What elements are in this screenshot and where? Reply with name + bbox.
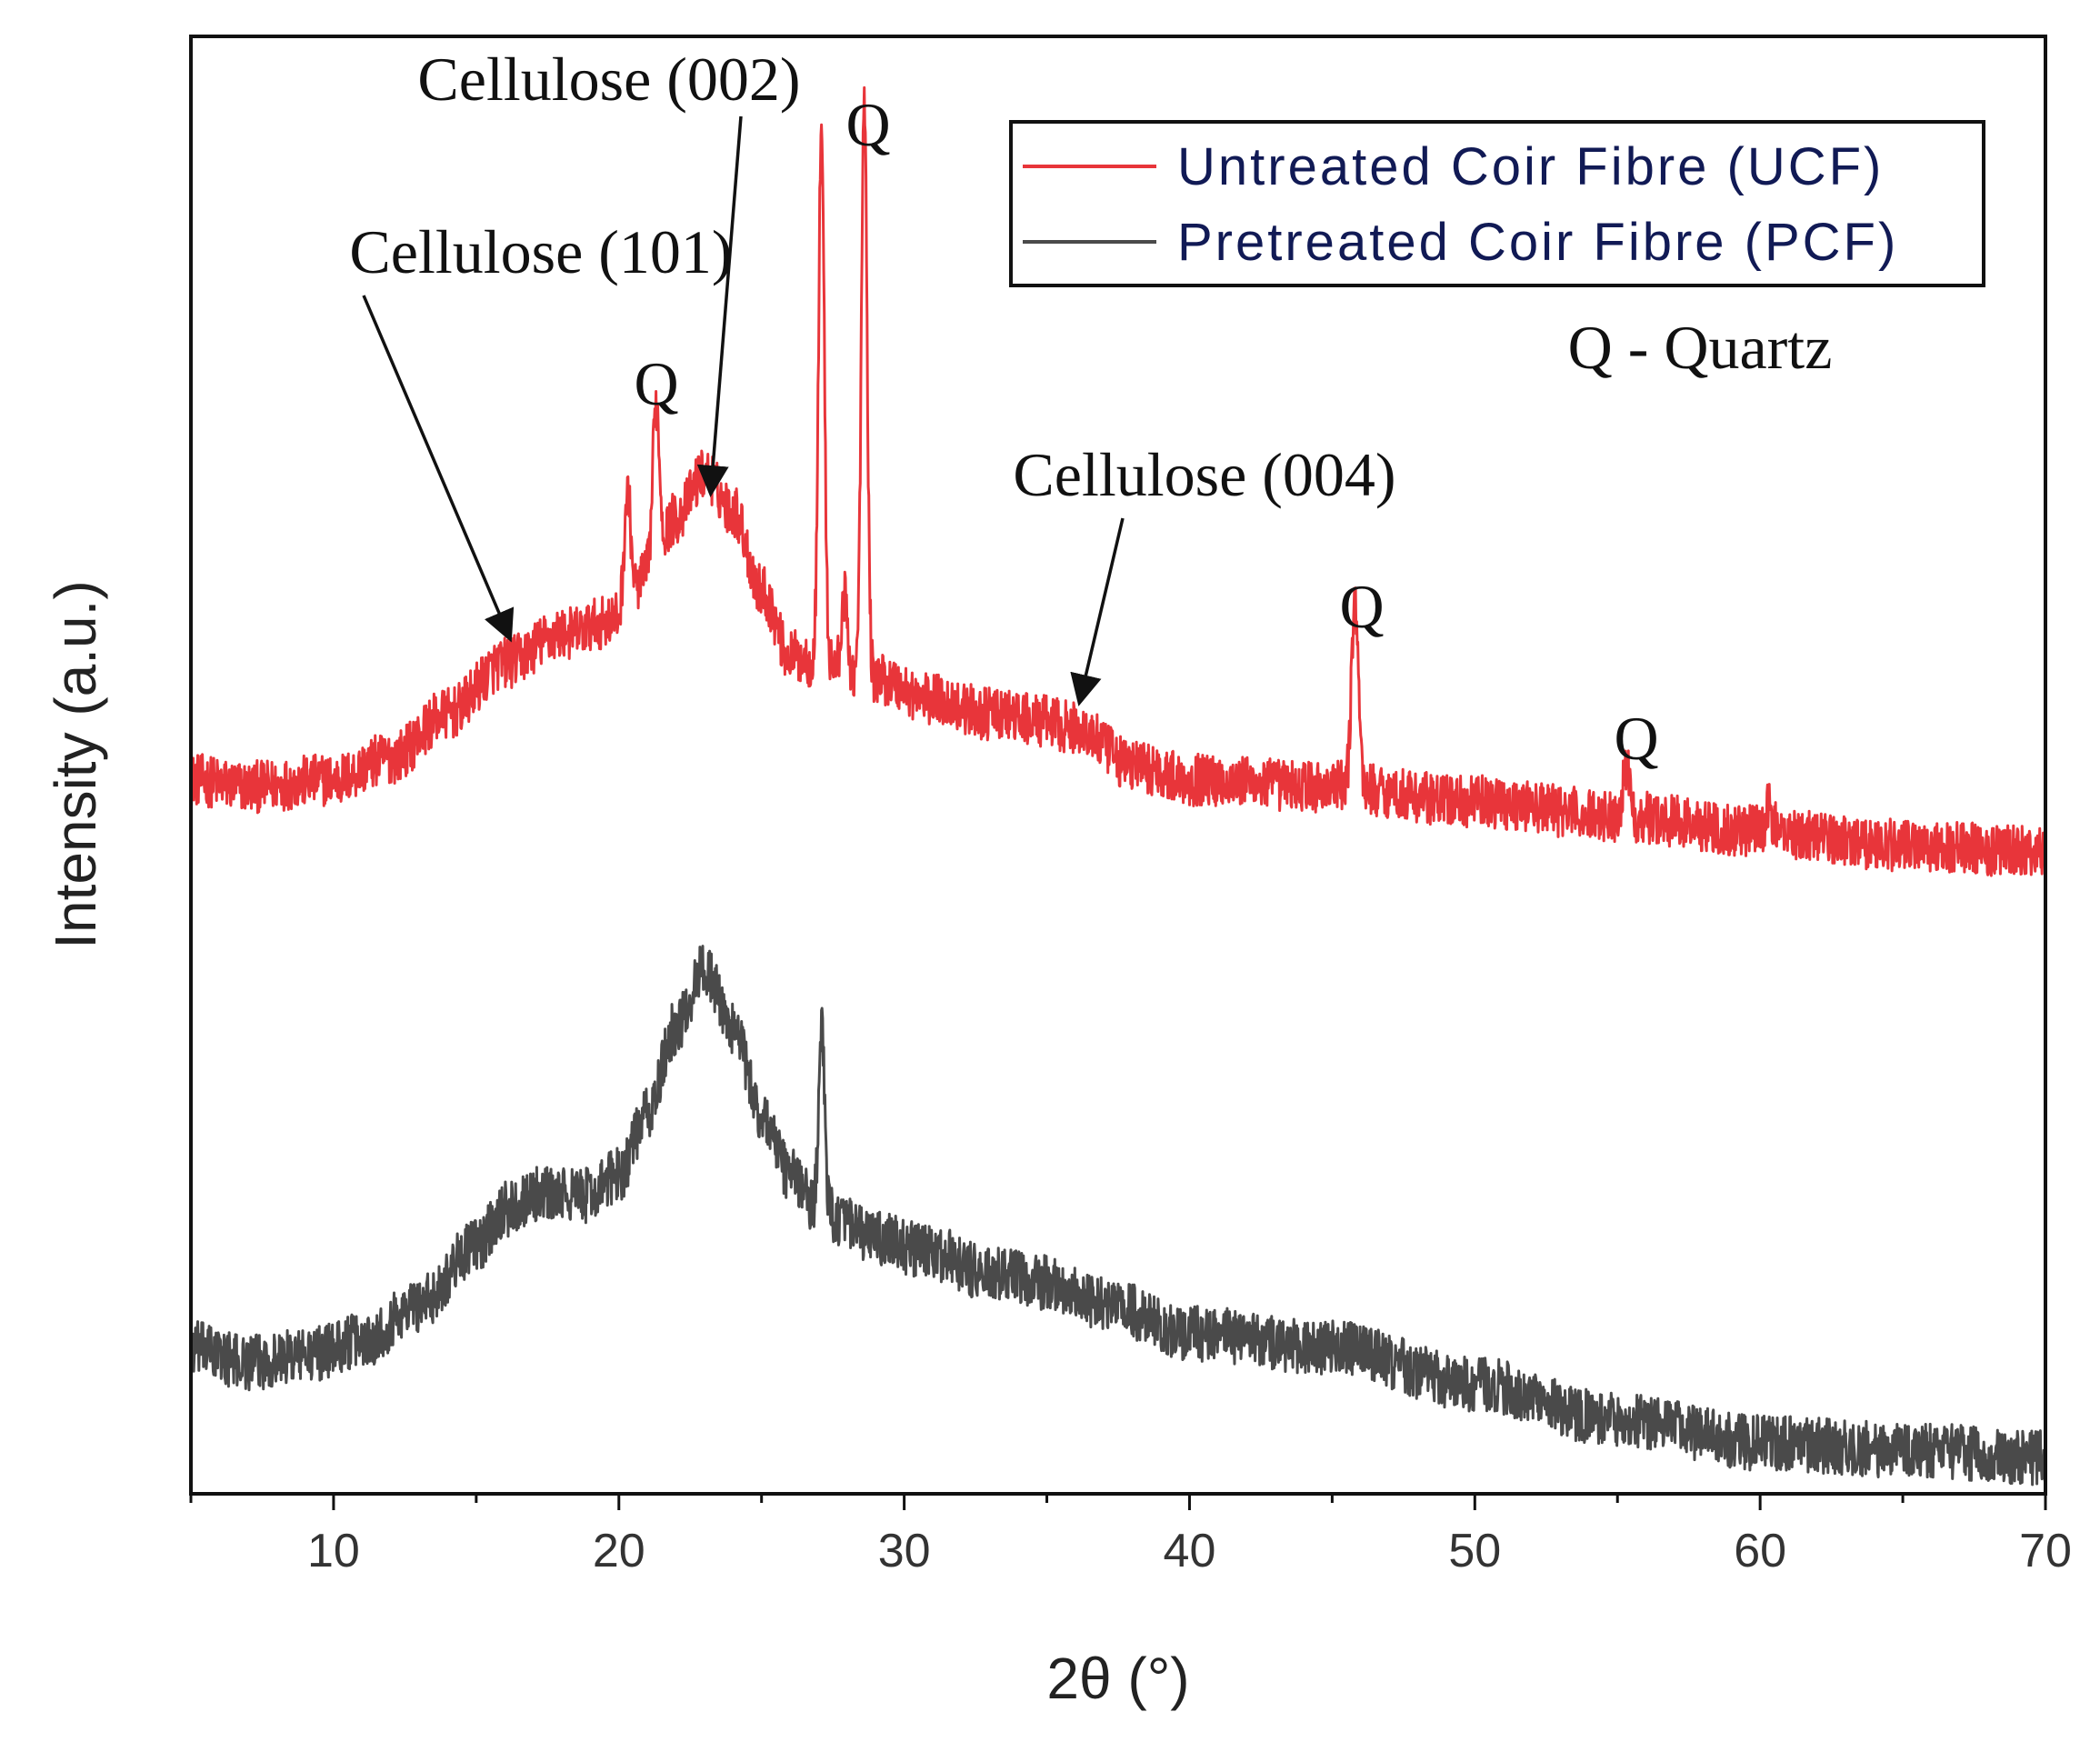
y-axis-title: Intensity (a.u.) <box>43 580 108 949</box>
annotation-cellulose-002: Cellulose (002) <box>417 45 800 114</box>
legend-note-quartz: Q - Quartz <box>1568 313 1833 382</box>
series-line-ucf <box>190 85 2047 877</box>
legend-label-ucf: Untreated Coir Fibre (UCF) <box>1177 137 1884 196</box>
x-axis: 10 20 30 40 50 60 70 <box>189 1494 2072 1577</box>
annotation-cellulose-101: Cellulose (101) <box>349 217 732 286</box>
annotation-cellulose-004: Cellulose (004) <box>1013 440 1395 509</box>
legend-label-pcf: Pretreated Coir Fibre (PCF) <box>1177 213 1898 272</box>
plot-frame <box>189 35 2047 1496</box>
legend-box <box>1009 120 1985 287</box>
x-tick-label: 30 <box>878 1525 931 1577</box>
x-axis-title: 2θ (°) <box>1046 1646 1189 1711</box>
annotation-quartz-1: Q <box>634 349 678 418</box>
legend: Untreated Coir Fibre (UCF) Pretreated Co… <box>1009 120 1985 287</box>
arrow-cellulose-101 <box>362 295 515 643</box>
arrow-cellulose-002 <box>696 115 743 497</box>
x-tick-label: 10 <box>307 1525 360 1577</box>
series-line-pcf <box>189 945 2047 1487</box>
annotation-quartz-4: Q <box>1614 704 1658 773</box>
x-tick-label: 20 <box>593 1525 645 1577</box>
series-layer <box>189 85 2047 1487</box>
annotation-quartz-3: Q <box>1339 572 1384 641</box>
annotation-quartz-2: Q <box>845 90 890 159</box>
x-tick-label: 60 <box>1734 1525 1786 1577</box>
arrow-cellulose-004 <box>1070 517 1125 706</box>
x-tick-label: 50 <box>1448 1525 1501 1577</box>
x-tick-label: 40 <box>1164 1525 1216 1577</box>
x-tick-label: 70 <box>2019 1525 2072 1577</box>
